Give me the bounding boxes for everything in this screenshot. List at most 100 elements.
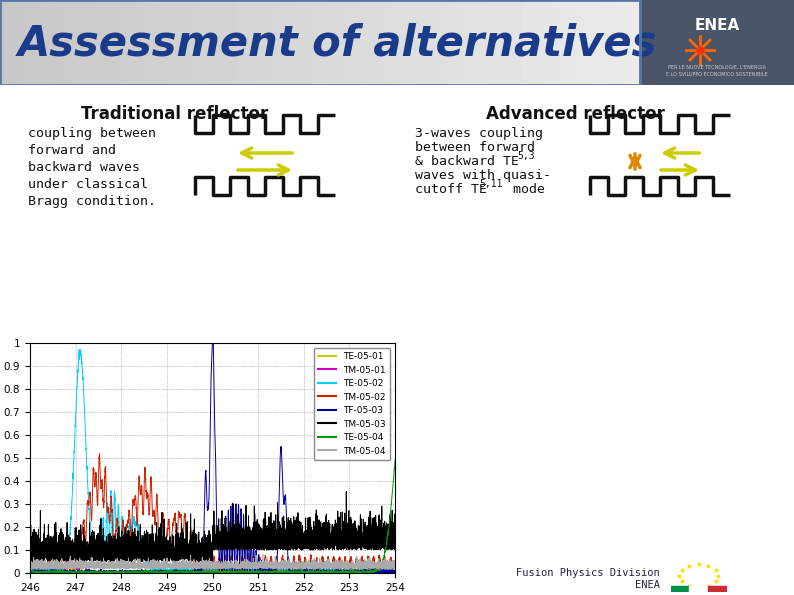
- TM-05-02: [94, 450, 104, 458]
- TM-05-01: [245, 568, 254, 575]
- Line: TM-05-02: TM-05-02: [30, 454, 395, 573]
- Text: Fusion Physics Division: Fusion Physics Division: [516, 568, 660, 578]
- TE-05-04: [25, 568, 35, 575]
- Bar: [671, 586, 689, 592]
- TF-05-03: [263, 569, 272, 576]
- TM-05-01: [298, 569, 307, 576]
- TM-05-04: [390, 561, 399, 568]
- Text: coupling between
forward and
backward waves
under classical
Bragg condition.: coupling between forward and backward wa…: [28, 127, 156, 208]
- TE-05-04: [164, 568, 174, 575]
- TF-05-03: [390, 569, 399, 576]
- Text: PER LE NUOVE TECNOLOGIE, L'ENERGIA: PER LE NUOVE TECNOLOGIE, L'ENERGIA: [668, 64, 766, 70]
- TE-05-02: [326, 569, 335, 577]
- TM-05-02: [29, 569, 38, 577]
- Line: TF-05-03: TF-05-03: [30, 343, 395, 573]
- Text: ENEA: ENEA: [635, 580, 660, 590]
- TM-05-02: [326, 569, 335, 577]
- Bar: [708, 586, 727, 592]
- TM-05-02: [390, 568, 399, 575]
- TF-05-03: [165, 569, 175, 577]
- TM-05-03: [341, 488, 351, 495]
- TF-05-03: [207, 339, 217, 346]
- TE-05-01: [390, 568, 399, 575]
- Text: 5,3: 5,3: [517, 151, 534, 161]
- TM-05-04: [263, 556, 272, 563]
- Legend: TE-05-01, TM-05-01, TE-05-02, TM-05-02, TF-05-03, TM-05-03, TE-05-04, TM-05-04: TE-05-01, TM-05-01, TE-05-02, TM-05-02, …: [314, 347, 391, 460]
- TE-05-01: [298, 569, 307, 576]
- TE-05-02: [298, 569, 307, 577]
- TF-05-03: [326, 568, 335, 575]
- TE-05-04: [329, 569, 338, 577]
- TM-05-04: [245, 561, 254, 568]
- TM-05-04: [25, 565, 35, 572]
- TM-05-01: [25, 569, 35, 576]
- Line: TM-05-04: TM-05-04: [30, 555, 395, 568]
- TM-05-02: [245, 560, 254, 567]
- Line: TE-05-04: TE-05-04: [30, 461, 395, 573]
- TE-05-02: [25, 565, 35, 572]
- TE-05-04: [263, 569, 272, 576]
- TE-05-02: [390, 568, 399, 575]
- TM-05-01: [390, 569, 399, 577]
- TE-05-02: [207, 569, 217, 577]
- TM-05-04: [326, 563, 335, 570]
- TM-05-02: [91, 477, 101, 484]
- Bar: [640, 0, 794, 85]
- TM-05-04: [165, 560, 175, 567]
- TE-05-04: [390, 457, 399, 464]
- Text: Advanced reflector: Advanced reflector: [486, 105, 665, 123]
- TF-05-03: [245, 536, 254, 543]
- TM-05-02: [25, 569, 35, 577]
- TM-05-03: [390, 533, 399, 540]
- TF-05-03: [94, 569, 103, 577]
- Text: E LO SVILUPPO ECONOMICO SOSTENIBILE: E LO SVILUPPO ECONOMICO SOSTENIBILE: [666, 73, 768, 77]
- TM-05-04: [258, 551, 268, 558]
- TE-05-04: [326, 568, 335, 575]
- TM-05-03: [25, 553, 35, 560]
- TM-05-02: [298, 569, 307, 577]
- Line: TE-05-02: TE-05-02: [30, 349, 395, 573]
- TM-05-03: [91, 538, 101, 546]
- TE-05-02: [245, 567, 254, 574]
- Line: TM-05-03: TM-05-03: [30, 491, 395, 562]
- Text: Assessment of alternatives: Assessment of alternatives: [18, 22, 657, 64]
- Text: between forward: between forward: [415, 141, 535, 154]
- TE-05-04: [244, 569, 253, 576]
- TM-05-03: [298, 522, 307, 529]
- TM-05-01: [230, 569, 240, 577]
- TF-05-03: [298, 569, 307, 576]
- Bar: [689, 586, 708, 592]
- TE-05-01: [229, 569, 239, 577]
- Text: waves with quasi-: waves with quasi-: [415, 169, 551, 182]
- Text: 5,11: 5,11: [479, 179, 503, 189]
- TM-05-03: [326, 541, 335, 548]
- Bar: [0, 0, 640, 85]
- TM-05-03: [137, 558, 146, 565]
- TM-05-01: [66, 540, 75, 547]
- TM-05-03: [245, 538, 254, 546]
- Text: cutoff TE: cutoff TE: [415, 183, 487, 196]
- TE-05-02: [165, 567, 175, 574]
- Text: mode: mode: [505, 183, 545, 196]
- TM-05-01: [165, 569, 175, 576]
- TM-05-04: [103, 565, 113, 572]
- Text: Traditional reflector: Traditional reflector: [81, 105, 268, 123]
- Text: 3-waves coupling: 3-waves coupling: [415, 127, 543, 140]
- Line: TM-05-01: TM-05-01: [30, 544, 395, 573]
- TE-05-02: [91, 553, 101, 560]
- TE-05-04: [298, 569, 307, 576]
- Text: ENEA: ENEA: [695, 17, 740, 33]
- TE-05-01: [245, 569, 254, 577]
- TE-05-04: [91, 568, 101, 575]
- TF-05-03: [25, 569, 35, 576]
- Text: & backward TE: & backward TE: [415, 155, 519, 168]
- TM-05-03: [165, 541, 175, 549]
- TE-05-01: [91, 569, 101, 577]
- TM-05-01: [326, 569, 335, 576]
- TE-05-02: [263, 566, 272, 574]
- TM-05-04: [298, 559, 307, 566]
- TM-05-02: [165, 527, 175, 534]
- TE-05-01: [326, 569, 335, 576]
- TM-05-04: [91, 563, 101, 570]
- TE-05-01: [25, 568, 35, 575]
